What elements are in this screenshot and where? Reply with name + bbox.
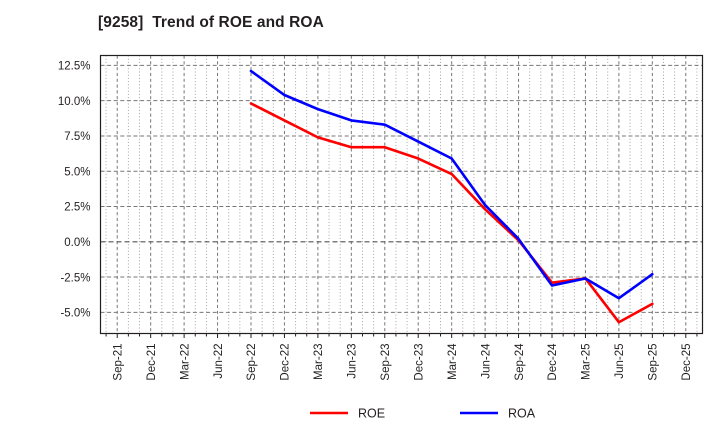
x-tick-label: Jun-25 — [614, 344, 626, 379]
x-tick-label: Sep-21 — [112, 344, 124, 381]
series-line-roa — [249, 69, 654, 300]
x-tick-label: Mar-24 — [447, 343, 459, 380]
y-tick-label: 5.0% — [64, 166, 90, 178]
data-series — [249, 69, 654, 324]
x-tick-label: Sep-25 — [648, 344, 660, 381]
y-tick-label: 2.5% — [64, 202, 90, 214]
x-tick-label: Sep-23 — [380, 344, 392, 381]
x-tick-label: Mar-23 — [313, 344, 325, 380]
x-tick-label: Dec-25 — [681, 344, 693, 381]
x-tick-label: Jun-23 — [347, 344, 359, 379]
x-tick-label: Dec-24 — [547, 343, 559, 381]
chart-title: [9258] Trend of ROE and ROA — [98, 14, 324, 31]
x-tick-label: Jun-24 — [480, 343, 492, 379]
x-tick-label: Mar-22 — [179, 344, 191, 380]
major-gridlines — [116, 55, 687, 334]
y-gridlines — [100, 64, 703, 313]
y-tick-label: 12.5% — [58, 61, 91, 73]
y-tick-label: 10.0% — [58, 96, 91, 108]
y-tick-label: -2.5% — [60, 272, 90, 284]
x-tick-labels: Sep-21 Dec-21 Mar-22 Jun-22 Sep-22 Dec-22 Mar-… — [112, 343, 693, 381]
y-tick-label: 7.5% — [64, 131, 90, 143]
legend-label-roe: ROE — [358, 407, 385, 421]
x-axis-ticks — [105, 333, 698, 338]
legend-label-roa: ROA — [508, 407, 536, 421]
chart-legend: ROE ROA — [310, 407, 536, 421]
x-tick-label: Sep-24 — [514, 343, 526, 381]
x-tick-label: Jun-22 — [213, 344, 225, 379]
x-tick-label: Dec-23 — [413, 344, 425, 381]
x-tick-label: Sep-22 — [246, 344, 258, 381]
y-tick-label: 0.0% — [64, 237, 90, 249]
x-tick-label: Dec-22 — [280, 344, 292, 381]
x-tick-label: Mar-25 — [581, 344, 593, 380]
y-tick-labels: 12.5% 10.0% 7.5% 5.0% 2.5% 0.0% -2.5% -5.0% — [58, 61, 91, 320]
y-tick-label: -5.0% — [60, 308, 90, 320]
x-tick-label: Dec-21 — [146, 344, 158, 381]
plot-border — [99, 54, 704, 335]
